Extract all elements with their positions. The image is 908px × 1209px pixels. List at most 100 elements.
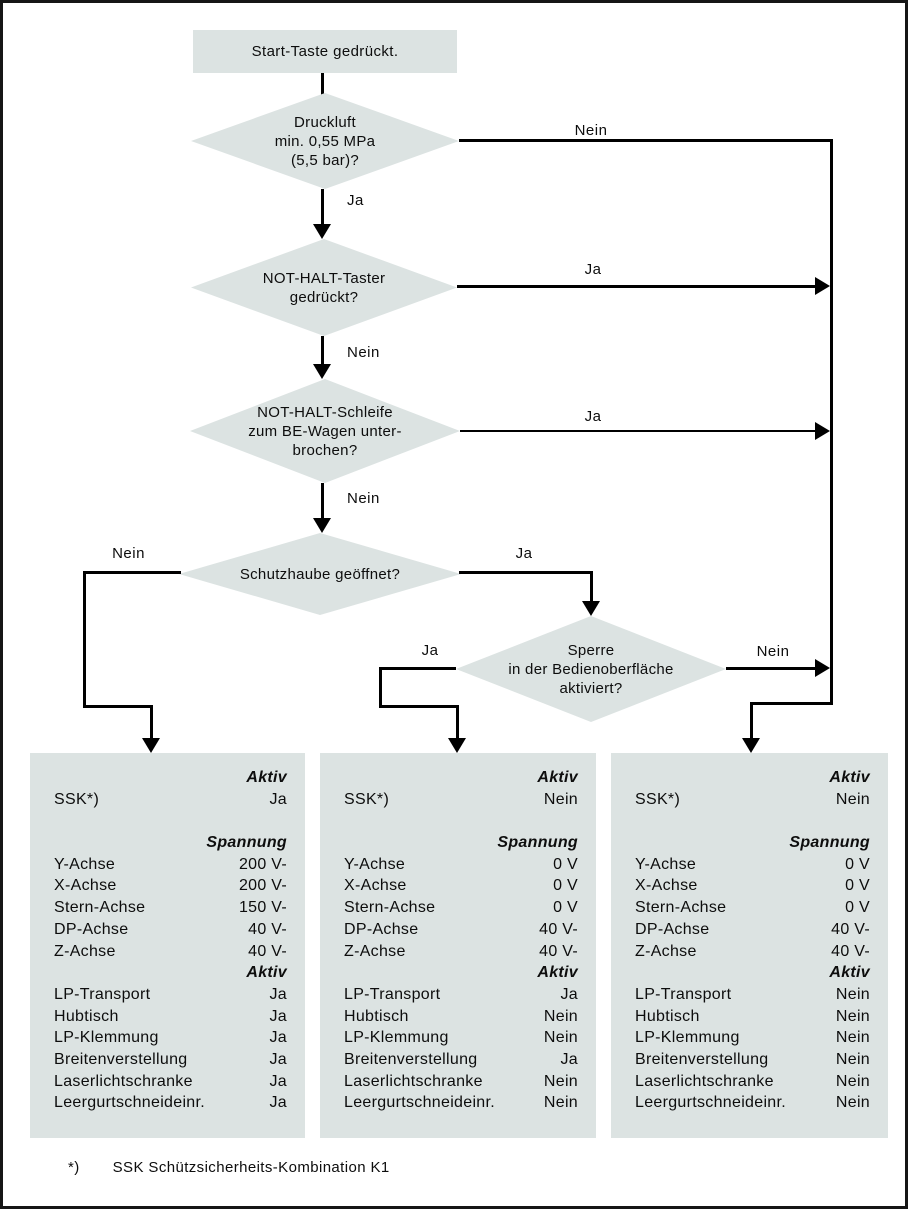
- row-label: X-Achse: [344, 877, 407, 895]
- row-label: LP-Klemmung: [635, 1029, 740, 1047]
- table-row: Breitenverstellung Ja: [54, 1049, 287, 1071]
- table-row: Leergurtschneideinr. Ja: [54, 1092, 287, 1114]
- row-value: 40 V-: [831, 920, 870, 938]
- row-label: X-Achse: [54, 877, 117, 895]
- row-label: Y-Achse: [54, 855, 116, 873]
- footnote-text: SSK Schützsicherheits-Kombination K1: [112, 1159, 390, 1176]
- footnote-marker: *): [68, 1159, 80, 1176]
- row-label: LP-Transport: [54, 985, 151, 1003]
- row-value: Ja: [269, 1050, 287, 1068]
- arrowhead-down-icon: [582, 601, 600, 616]
- row-value: Ja: [269, 1007, 287, 1025]
- state-table-ssk-inaktiv: Aktiv SSK*) Nein Spannung Y-Achse 0 V X-…: [611, 753, 888, 1138]
- table-row: LP-Transport Ja: [54, 984, 287, 1006]
- row-label: SSK*): [635, 790, 681, 808]
- table-row: Laserlichtschranke Nein: [635, 1071, 870, 1093]
- decision-text-line: aktiviert?: [559, 679, 623, 697]
- row-label: DP-Achse: [54, 920, 129, 938]
- connector-line: [590, 571, 593, 603]
- row-label: Breitenverstellung: [635, 1050, 769, 1068]
- connector-line: [459, 571, 593, 574]
- row-label: Stern-Achse: [54, 899, 146, 917]
- connector-line: [321, 336, 324, 366]
- row-label: DP-Achse: [344, 920, 419, 938]
- table-section-header: Spannung: [789, 834, 870, 852]
- connector-line: [321, 483, 324, 520]
- branch-label-ja: Ja: [515, 545, 533, 562]
- table-row: X-Achse 200 V-: [54, 875, 287, 897]
- row-label: SSK*): [344, 790, 390, 808]
- decision-text-line: zum BE-Wagen unter-: [248, 422, 402, 440]
- decision-text-line: NOT-HALT-Taster: [262, 269, 386, 287]
- decision-text-line: gedrückt?: [289, 288, 359, 306]
- branch-label-nein: Nein: [347, 490, 380, 507]
- row-value: Ja: [560, 1050, 578, 1068]
- table-row: Breitenverstellung Ja: [344, 1049, 578, 1071]
- row-value: Nein: [543, 1007, 578, 1025]
- table-row: Hubtisch Nein: [344, 1006, 578, 1028]
- footnote: *) SSK Schützsicherheits-Kombination K1: [68, 1159, 390, 1176]
- row-value: Ja: [269, 1094, 287, 1112]
- row-value: 40 V-: [248, 942, 287, 960]
- table-row: Breitenverstellung Nein: [635, 1049, 870, 1071]
- row-value: Nein: [835, 1094, 870, 1112]
- branch-label-nein: Nein: [112, 545, 145, 562]
- row-label: Leergurtschneideinr.: [54, 1094, 205, 1112]
- connector-line: [321, 73, 324, 95]
- row-value: Ja: [269, 790, 287, 808]
- table-section-header: Aktiv: [246, 964, 287, 982]
- decision-text-line: brochen?: [292, 441, 358, 459]
- row-value: Nein: [835, 790, 870, 808]
- table-row: Z-Achse 40 V-: [344, 941, 578, 963]
- row-label: Breitenverstellung: [344, 1050, 478, 1068]
- table-section-header: Aktiv: [246, 769, 287, 786]
- table-row: Stern-Achse 0 V: [344, 897, 578, 919]
- row-value: Ja: [269, 985, 287, 1003]
- table-section-header: Spannung: [497, 834, 578, 852]
- row-label: Laserlichtschranke: [344, 1072, 483, 1090]
- arrowhead-down-icon: [313, 364, 331, 379]
- decision-druckluft: Druckluft min. 0,55 MPa (5,5 bar)?: [191, 93, 459, 189]
- branch-label-ja: Ja: [584, 408, 602, 425]
- row-value: 200 V-: [238, 877, 287, 895]
- arrowhead-down-icon: [448, 738, 466, 753]
- decision-schutzhaube: Schutzhaube geöffnet?: [179, 533, 461, 615]
- row-label: DP-Achse: [635, 920, 710, 938]
- row-label: Hubtisch: [635, 1007, 700, 1025]
- connector-line: [751, 702, 833, 705]
- row-label: LP-Klemmung: [54, 1029, 159, 1047]
- connector-line: [830, 139, 833, 705]
- decision-text-line: Druckluft: [294, 113, 356, 131]
- table-row: Hubtisch Nein: [635, 1006, 870, 1028]
- state-table-ssk-sperre: Aktiv SSK*) Nein Spannung Y-Achse 0 V X-…: [320, 753, 596, 1138]
- row-value: 40 V-: [539, 942, 578, 960]
- start-node-label: Start-Taste gedrückt.: [251, 43, 399, 60]
- table-row: DP-Achse 40 V-: [344, 919, 578, 941]
- table-section-header: Aktiv: [829, 769, 870, 786]
- row-value: Nein: [543, 1072, 578, 1090]
- row-value: Ja: [269, 1029, 287, 1047]
- row-value: Ja: [269, 1072, 287, 1090]
- table-row: LP-Klemmung Ja: [54, 1027, 287, 1049]
- state-table-ssk-aktiv: Aktiv SSK*) Ja Spannung Y-Achse 200 V- X…: [30, 753, 305, 1138]
- connector-line: [150, 705, 153, 740]
- table-row: SSK*) Nein: [344, 789, 578, 811]
- row-value: 40 V-: [539, 920, 578, 938]
- arrowhead-right-icon: [815, 277, 830, 295]
- connector-line: [460, 430, 817, 432]
- start-node: Start-Taste gedrückt.: [193, 30, 457, 73]
- row-value: Nein: [543, 1029, 578, 1047]
- row-value: 40 V-: [831, 942, 870, 960]
- row-label: Stern-Achse: [344, 899, 436, 917]
- row-label: Stern-Achse: [635, 899, 727, 917]
- decision-text-line: Sperre: [567, 641, 615, 659]
- row-value: 0 V: [553, 855, 578, 873]
- decision-text-line: min. 0,55 MPa: [274, 132, 376, 150]
- branch-label-ja: Ja: [347, 192, 364, 209]
- connector-line: [379, 705, 459, 708]
- connector-line: [456, 705, 459, 740]
- branch-label-nein: Nein: [756, 643, 790, 660]
- decision-not-halt-schleife: NOT-HALT-Schleife zum BE-Wagen unter- br…: [190, 379, 460, 483]
- table-row: X-Achse 0 V: [344, 875, 578, 897]
